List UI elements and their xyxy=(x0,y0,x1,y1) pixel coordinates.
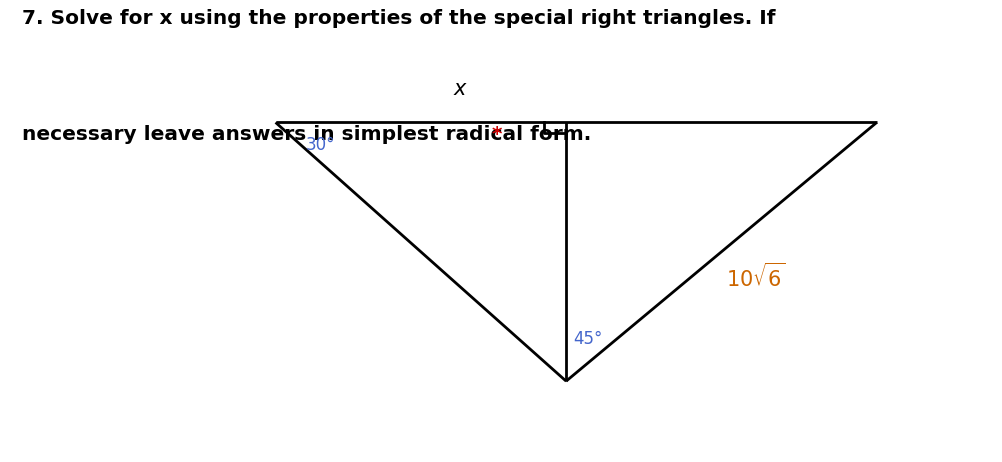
Text: $x$: $x$ xyxy=(453,79,469,99)
Text: $10\sqrt{6}$: $10\sqrt{6}$ xyxy=(726,263,786,292)
Text: 30°: 30° xyxy=(306,136,335,154)
Text: *: * xyxy=(485,125,502,144)
Text: 7. Solve for x using the properties of the special right triangles. If: 7. Solve for x using the properties of t… xyxy=(22,9,776,28)
Text: necessary leave answers in simplest radical form.: necessary leave answers in simplest radi… xyxy=(22,125,591,144)
Text: 45°: 45° xyxy=(573,330,602,348)
